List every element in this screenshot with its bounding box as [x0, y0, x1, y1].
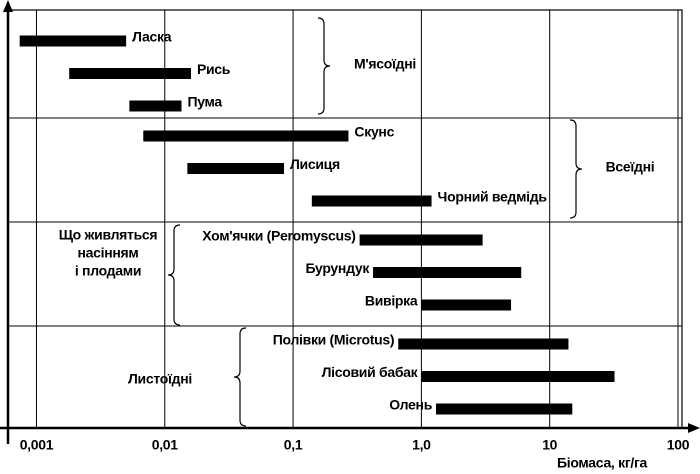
bar — [421, 371, 615, 382]
group-label: насінням — [78, 245, 139, 261]
bar-label: Скунс — [354, 124, 394, 140]
bar — [143, 130, 349, 142]
bar-label: Рись — [197, 61, 231, 77]
group-label: Листоїдні — [128, 371, 192, 387]
group-label: Всеїдні — [606, 159, 655, 175]
x-axis-label: Біомаса, кг/га — [557, 455, 647, 471]
group-brace — [167, 224, 181, 326]
bar-label: Лісовий бабак — [322, 364, 419, 380]
group-label: Що живляться — [59, 227, 158, 243]
bar — [421, 299, 512, 311]
x-tick-label: 0,001 — [20, 437, 54, 453]
bar — [129, 100, 182, 112]
group-brace — [233, 327, 247, 427]
group-brace — [569, 119, 583, 219]
bar — [311, 195, 432, 207]
x-tick-label: 1,0 — [412, 437, 431, 453]
x-tick-label: 0,01 — [152, 437, 179, 453]
bar — [398, 338, 569, 350]
bar-label: Олень — [389, 397, 432, 413]
x-tick-label: 10 — [542, 437, 557, 453]
bar-label: Пума — [187, 94, 222, 110]
bar-label: Бурундук — [305, 260, 370, 276]
x-tick-label: 100 — [667, 437, 690, 453]
y-axis-arrow — [3, 0, 13, 12]
bar — [187, 163, 285, 174]
bar-label: Хом'ячки (Peromyscus) — [202, 228, 355, 244]
group-label: М'ясоїдні — [354, 56, 416, 72]
bar — [373, 267, 522, 278]
group-brace — [317, 17, 331, 115]
bar-label: Ласка — [132, 29, 172, 45]
x-tick-label: 0,1 — [284, 437, 303, 453]
bar — [359, 234, 483, 246]
bar-label: Лисиця — [290, 156, 340, 172]
x-axis-arrow — [688, 423, 700, 433]
bar — [436, 403, 573, 415]
bar-label: Чорний ведмідь — [438, 189, 548, 205]
bar-label: Полівки (Microtus) — [273, 332, 394, 348]
group-label: і плодами — [75, 263, 141, 279]
bar — [69, 68, 191, 79]
bar-label: Вивірка — [365, 293, 418, 309]
bar — [19, 35, 127, 47]
